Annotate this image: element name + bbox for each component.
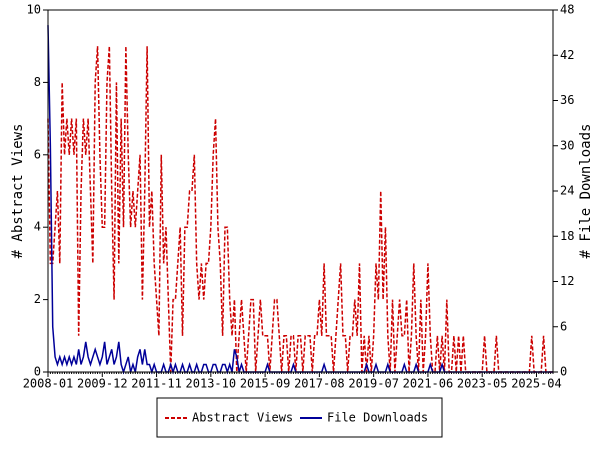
y2-tick-label: 30 xyxy=(560,138,574,152)
series-line xyxy=(47,46,553,373)
x-tick-label: 2025-04 xyxy=(511,377,562,391)
y2-tick-label: 6 xyxy=(560,319,567,333)
legend-label: File Downloads xyxy=(327,411,428,425)
x-tick-label: 2011-11 xyxy=(131,377,182,391)
x-tick-label: 2019-07 xyxy=(348,377,399,391)
x-tick-label: 2008-01 xyxy=(23,377,74,391)
y2-axis-label: # File Downloads xyxy=(578,124,594,259)
y2-tick-label: 42 xyxy=(560,48,574,62)
y2-tick-label: 12 xyxy=(560,274,574,288)
y-tick-label: 0 xyxy=(34,365,41,379)
plot-frame xyxy=(47,9,554,373)
y-tick-label: 2 xyxy=(34,292,41,306)
y-tick-label: 8 xyxy=(34,75,41,89)
y-tick-label: 10 xyxy=(27,3,41,17)
y-axis-label: # Abstract Views xyxy=(10,124,26,259)
legend-box xyxy=(156,397,443,438)
x-tick-label: 2021-06 xyxy=(403,377,454,391)
y-tick-label: 4 xyxy=(34,220,41,234)
x-tick-label: 2023-05 xyxy=(457,377,508,391)
x-tick-label: 2017-08 xyxy=(294,377,345,391)
y-tick-label: 6 xyxy=(34,147,41,161)
x-tick-label: 2015-09 xyxy=(240,377,291,391)
y2-tick-label: 24 xyxy=(560,184,574,198)
x-tick-label: 2013-10 xyxy=(186,377,237,391)
y2-tick-label: 36 xyxy=(560,93,574,107)
y2-tick-label: 0 xyxy=(560,365,567,379)
x-tick-label: 2009-12 xyxy=(77,377,128,391)
legend-label: Abstract Views xyxy=(192,411,293,425)
y2-tick-label: 48 xyxy=(560,3,574,17)
y2-tick-label: 18 xyxy=(560,229,574,243)
